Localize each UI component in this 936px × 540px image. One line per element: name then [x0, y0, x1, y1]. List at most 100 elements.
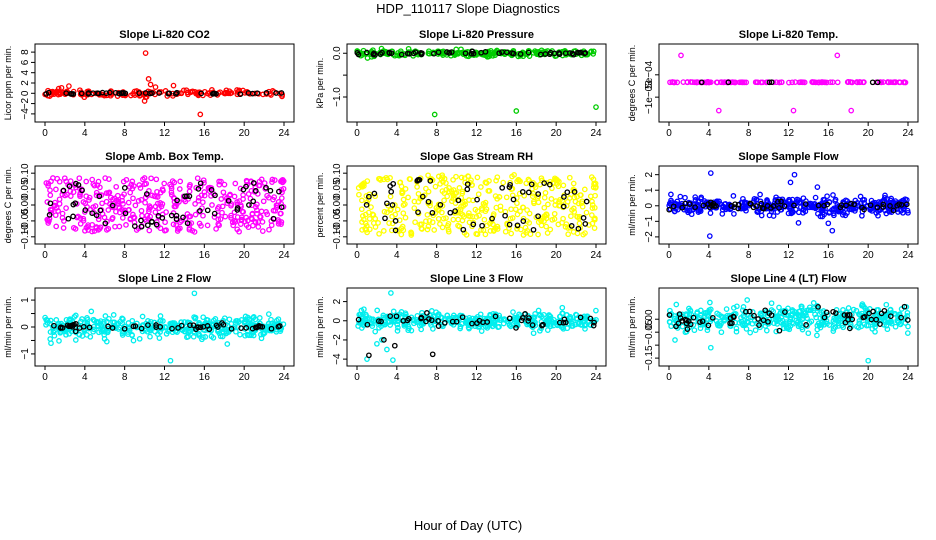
data-point-black — [366, 193, 372, 200]
data-point-black — [526, 315, 532, 321]
data-point-black — [184, 220, 191, 227]
data-point — [129, 178, 136, 185]
data-point — [406, 325, 412, 332]
data-point-black — [245, 90, 252, 96]
data-point — [390, 357, 396, 363]
x-tick-label: 24 — [278, 372, 290, 383]
data-point-black — [751, 312, 757, 319]
data-point — [123, 176, 130, 183]
data-point-black — [428, 317, 435, 324]
data-point — [195, 91, 201, 98]
data-point — [593, 104, 599, 110]
data-point-black — [112, 89, 119, 96]
x-tick-label: 24 — [902, 128, 914, 139]
data-point — [148, 325, 154, 332]
data-point-black — [73, 180, 79, 187]
data-point-black — [556, 319, 563, 326]
data-point — [192, 211, 199, 218]
data-point — [194, 175, 201, 182]
data-point-black — [546, 181, 553, 188]
chart-panel: Slope Li-820 Pressure kPa per min. 0 4 8 12 16… — [315, 29, 607, 139]
data-point-black — [355, 316, 362, 323]
data-point — [397, 179, 403, 186]
data-point-black — [228, 325, 235, 332]
data-point-black — [153, 221, 160, 228]
data-point — [392, 202, 398, 208]
data-point-black — [776, 327, 783, 334]
y-tick-label: 0 — [332, 318, 343, 324]
data-point-black — [556, 51, 563, 58]
data-point — [776, 304, 782, 311]
data-point — [190, 333, 197, 340]
x-tick-label: 16 — [823, 128, 835, 139]
data-point-black — [509, 50, 515, 56]
data-point-black — [103, 90, 110, 97]
data-point-black — [560, 319, 567, 326]
data-point — [168, 185, 175, 192]
data-point — [478, 184, 484, 190]
data-point-black — [479, 222, 485, 229]
data-point — [123, 222, 129, 228]
data-point — [718, 329, 725, 336]
data-point — [855, 324, 862, 331]
data-point — [396, 228, 402, 234]
data-point — [466, 210, 472, 216]
data-point — [582, 326, 588, 332]
data-point — [466, 317, 472, 324]
data-point — [48, 340, 54, 347]
data-point — [888, 309, 895, 316]
data-point-black — [68, 322, 74, 329]
data-point — [56, 200, 63, 207]
data-point — [795, 220, 802, 226]
data-point — [95, 178, 102, 185]
x-tick-label: 16 — [823, 372, 835, 383]
data-point — [153, 193, 159, 200]
data-point-black — [567, 50, 573, 56]
data-point — [520, 215, 527, 222]
x-tick-label: 4 — [706, 372, 712, 383]
data-point-black — [424, 310, 430, 316]
data-point-black — [725, 79, 732, 86]
data-point — [167, 357, 174, 364]
data-point — [465, 173, 471, 179]
data-point — [739, 79, 745, 86]
data-point — [172, 203, 179, 210]
data-point — [482, 202, 488, 208]
y-tick-label: 0 — [20, 90, 31, 96]
data-point — [459, 190, 466, 197]
data-point-black — [183, 193, 190, 199]
data-point — [715, 107, 722, 114]
data-point-black — [459, 314, 466, 321]
data-point-black — [404, 50, 411, 57]
data-point — [170, 221, 177, 228]
data-point — [861, 196, 868, 203]
x-tick-label: 24 — [590, 372, 602, 383]
data-point — [591, 225, 598, 231]
data-point — [446, 188, 452, 195]
data-point-black — [582, 221, 589, 227]
data-point-black — [874, 204, 881, 211]
data-point — [785, 198, 792, 204]
data-point-black — [138, 217, 144, 224]
data-point — [416, 322, 423, 329]
data-point-black — [195, 186, 202, 192]
data-point-black — [775, 198, 781, 205]
data-point — [215, 216, 222, 223]
data-point-black — [63, 90, 70, 97]
y-axis-label: ml/min per min. — [627, 296, 637, 358]
data-point — [224, 341, 231, 347]
data-point — [408, 232, 415, 238]
data-point — [228, 214, 234, 221]
y-axis-label: Licor ppm per min. — [3, 46, 13, 121]
data-point — [381, 208, 388, 215]
data-point — [564, 198, 571, 205]
data-point — [905, 209, 911, 216]
data-point-black — [748, 201, 754, 207]
data-point — [368, 204, 374, 210]
data-point — [370, 212, 377, 218]
data-point — [91, 182, 98, 189]
data-point — [673, 301, 680, 308]
y-tick-label: −0.05 — [20, 208, 31, 234]
data-point — [152, 84, 159, 90]
